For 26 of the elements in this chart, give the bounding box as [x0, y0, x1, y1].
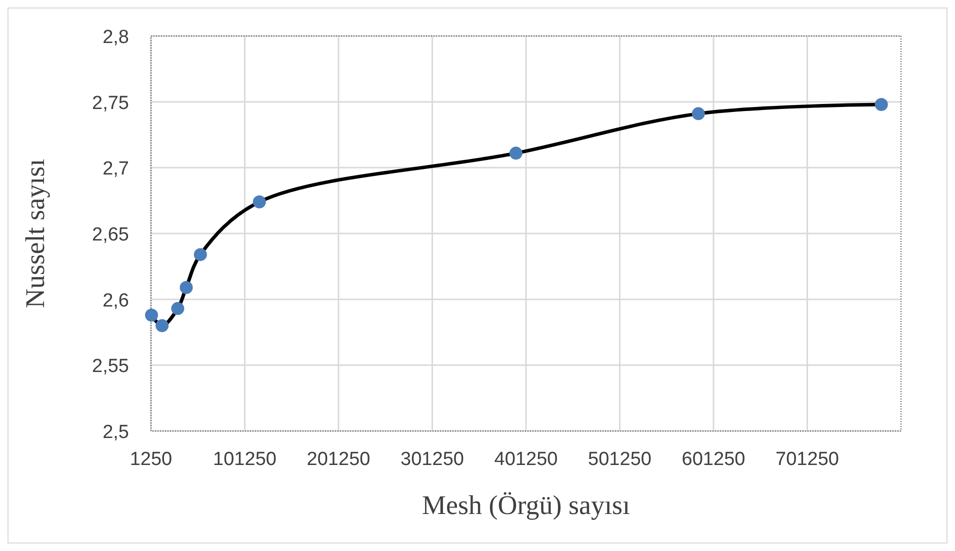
- point: [874, 98, 888, 111]
- y-tick-label: 2,5: [102, 422, 129, 443]
- y-tick-label: 2,7: [102, 158, 129, 180]
- x-tick-label: 401250: [494, 449, 558, 470]
- x-tick-label: 601250: [682, 449, 746, 470]
- y-tick-label: 2,8: [102, 27, 129, 48]
- y-tick-label: 2,75: [92, 92, 129, 114]
- point: [156, 319, 169, 332]
- x-tick-label: 201250: [306, 449, 370, 470]
- point: [692, 107, 705, 120]
- point: [252, 195, 266, 208]
- x-tick-label: 1250: [130, 449, 172, 470]
- point: [180, 280, 193, 294]
- point: [171, 302, 184, 316]
- x-axis-title: Mesh (Örgü) sayısı: [422, 490, 630, 520]
- x-tick-label: 301250: [400, 449, 464, 470]
- y-axis-title: Nusselt sayısı: [20, 158, 50, 308]
- point: [509, 146, 522, 160]
- point: [145, 308, 158, 322]
- y-tick-label: 2,65: [92, 224, 129, 246]
- y-tick-label: 2,6: [102, 290, 129, 312]
- x-tick-label: 501250: [588, 449, 652, 470]
- point: [194, 248, 207, 262]
- x-tick-label: 101250: [213, 449, 276, 470]
- x-tick-label: 701250: [776, 449, 839, 470]
- y-tick-label: 2,55: [92, 356, 129, 378]
